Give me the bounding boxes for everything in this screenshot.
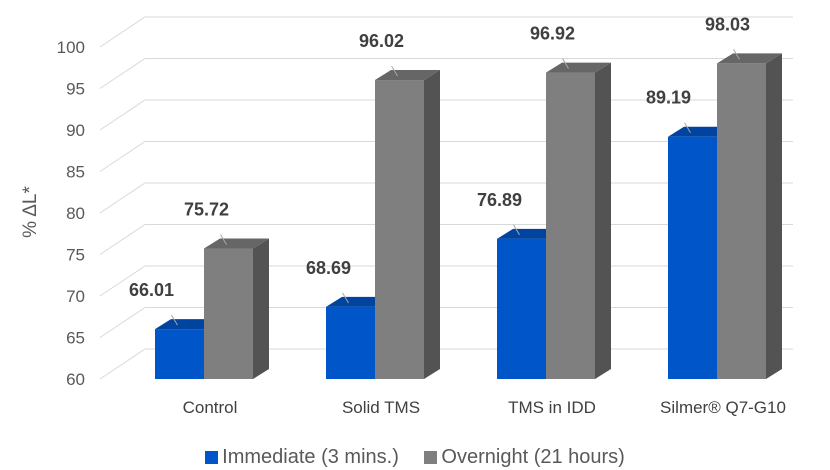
bar-front [546, 72, 595, 380]
data-label: 96.92 [530, 24, 575, 44]
legend-item-immediate: Immediate (3 mins.) [205, 446, 399, 469]
bar-top [668, 126, 733, 137]
leader-line [171, 314, 178, 326]
bar-overnight [717, 53, 782, 379]
bar-top [546, 62, 611, 73]
leader-line [220, 234, 227, 245]
data-label: 98.03 [705, 14, 750, 34]
bar-side [766, 53, 782, 379]
bar-front [204, 248, 253, 379]
bar-top [497, 228, 562, 239]
gridline [99, 16, 793, 48]
bar-front [375, 80, 424, 379]
bars [155, 53, 782, 380]
bar-overnight [204, 238, 269, 379]
bar-side [424, 70, 440, 379]
bar-front [497, 238, 546, 379]
data-label: 66.01 [129, 280, 174, 300]
bar-top [375, 70, 440, 81]
leader-line [562, 58, 569, 69]
bar-overnight [546, 62, 611, 380]
leader-line [733, 49, 740, 60]
y-axis-title: % ΔL* [20, 186, 41, 238]
x-category-label: TMS in IDD [508, 398, 596, 417]
legend-swatch-immediate [205, 451, 219, 464]
bar-front [155, 329, 204, 379]
y-tick-label: 80 [66, 204, 85, 223]
leader-line [391, 65, 398, 77]
bar-side [595, 62, 611, 380]
legend-item-overnight: Overnight (21 hours) [424, 446, 625, 469]
gridline [99, 58, 793, 89]
bar-top [717, 53, 782, 64]
legend-swatch-overnight [424, 451, 438, 464]
legend-label-immediate: Immediate (3 mins.) [222, 446, 399, 468]
data-label: 75.72 [184, 200, 229, 220]
bar-top [155, 319, 220, 330]
bar-top [204, 238, 269, 249]
legend: Immediate (3 mins.) Overnight (21 hours) [0, 446, 830, 470]
bar-overnight [375, 70, 440, 379]
x-category-label: Solid TMS [342, 398, 420, 417]
bar-top [326, 296, 391, 307]
data-label: 89.19 [646, 88, 691, 108]
leader-line [513, 224, 520, 236]
gridlines [99, 16, 793, 380]
bar-front [326, 306, 375, 379]
y-axis-ticks: 60 65 70 75 80 85 90 95 100 [57, 38, 85, 389]
legend-label-overnight: Overnight (21 hours) [441, 446, 625, 468]
bar-chart: 60 65 70 75 80 85 90 95 100 66.01 75.72 68.69 96.02… [20, 14, 793, 417]
x-category-label: Control [183, 398, 238, 417]
leader-line [342, 292, 349, 304]
data-label: 68.69 [306, 258, 351, 278]
x-axis-categories: Control Solid TMS TMS in IDD Silmer® Q7-G10 [183, 398, 786, 417]
leader-line [684, 122, 691, 133]
y-tick-label: 95 [66, 80, 85, 99]
y-tick-label: 70 [66, 287, 85, 306]
y-tick-label: 65 [66, 329, 85, 348]
bar-front [717, 63, 766, 379]
y-tick-label: 75 [66, 246, 85, 265]
y-tick-label: 85 [66, 163, 85, 182]
data-labels: 66.01 75.72 68.69 96.02 76.89 96.92 89.19 98.03 [129, 14, 750, 326]
y-tick-label: 90 [66, 121, 85, 140]
data-label: 76.89 [477, 190, 522, 210]
bar-front [668, 136, 717, 379]
y-tick-label: 60 [66, 370, 85, 389]
bar-side [253, 238, 269, 379]
y-tick-label: 100 [57, 38, 85, 57]
data-label: 96.02 [359, 31, 404, 51]
x-category-label: Silmer® Q7-G10 [660, 398, 786, 417]
